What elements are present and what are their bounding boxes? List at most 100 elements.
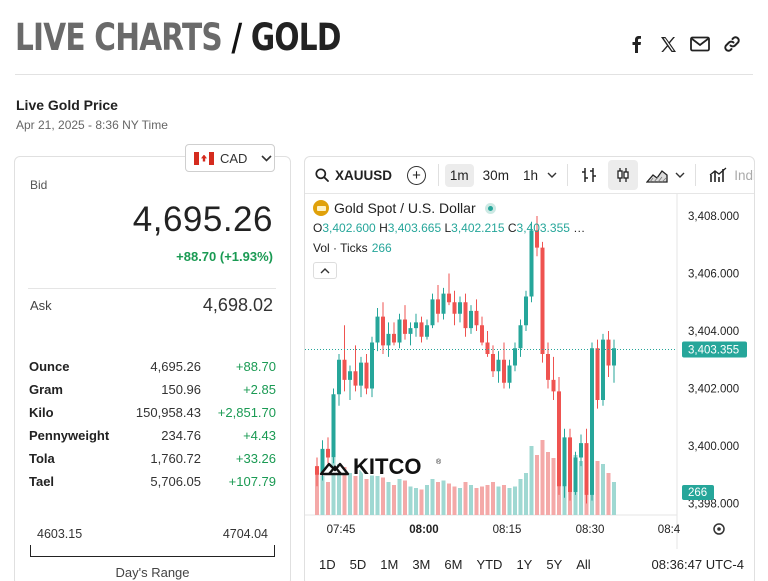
range-6m-button[interactable]: 6M (444, 556, 463, 572)
search-icon (315, 168, 329, 182)
bid-change: +88.70 (+1.93%) (176, 249, 273, 264)
unit-row-tael: Tael 5,706.05 +107.79 (29, 470, 276, 493)
volume-label: Vol · Ticks (313, 241, 368, 255)
chart-widget: XAUUSD + 1m 30m 1h Indi (304, 156, 755, 581)
registered-mark: ® (436, 458, 442, 466)
page-title-separator: / (221, 16, 251, 59)
volume-bar (518, 479, 523, 515)
unit-name: Tael (29, 474, 55, 489)
chart-toolbar: XAUUSD + 1m 30m 1h Indi (305, 157, 755, 193)
header-divider (15, 74, 753, 75)
unit-name: Tola (29, 451, 55, 466)
volume-bar (414, 488, 418, 515)
unit-row-kilo: Kilo 150,958.43 +2,851.70 (29, 401, 276, 424)
x-icon[interactable] (658, 34, 678, 54)
volume-bar (331, 458, 336, 515)
unit-name: Kilo (29, 405, 54, 420)
candle-body (568, 437, 572, 492)
candle-body (375, 316, 380, 343)
unit-value: 5,706.05 (150, 474, 201, 489)
indicators-label[interactable]: Indi (734, 167, 755, 183)
range-ytd-button[interactable]: YTD (476, 556, 503, 572)
unit-row-gram: Gram 150.96 +2.85 (29, 378, 276, 401)
range-1d-button[interactable]: 1D (319, 556, 336, 572)
price-tick-label: 3,402.000 (688, 384, 739, 396)
volume-bar (507, 488, 512, 515)
currency-value: CAD (220, 150, 248, 166)
volume-bar (447, 483, 451, 515)
range-5d-button[interactable]: 5D (349, 556, 367, 572)
price-axis: 3,408.000 3,406.000 3,404.000 3,402.000 3,40… (688, 211, 739, 511)
chevron-down-icon[interactable] (675, 172, 685, 178)
unit-name: Pennyweight (29, 428, 110, 443)
range-5y-button[interactable]: 5Y (546, 556, 563, 572)
candle-body (447, 293, 451, 303)
collapse-legend-button[interactable] (313, 262, 337, 279)
candle-body (419, 322, 424, 337)
volume-bar (546, 452, 550, 515)
unit-name: Gram (29, 382, 63, 397)
range-1m-button[interactable]: 1M (380, 556, 399, 572)
days-range-label: Day's Range (115, 565, 190, 580)
indicators-icon[interactable] (704, 160, 734, 190)
candle-body (331, 394, 336, 458)
unit-row-ounce: Ounce 4,695.26 +88.70 (29, 355, 276, 378)
candle-body (573, 457, 578, 492)
volume-bar (403, 480, 407, 515)
mail-icon[interactable] (690, 34, 710, 54)
volume-bar (342, 467, 347, 515)
candlestick-chart[interactable]: 3,408.000 3,406.000 3,404.000 3,402.000 3,40… (305, 193, 755, 549)
candle-body (463, 302, 468, 329)
volume-bar (370, 473, 374, 515)
unit-value: 1,760.72 (150, 451, 201, 466)
interval-1h-button[interactable]: 1h (522, 167, 538, 183)
candle-body (364, 362, 369, 389)
volume-bar (606, 473, 611, 515)
range-3m-button[interactable]: 3M (412, 556, 431, 572)
candle-body (584, 443, 589, 495)
ask-label: Ask (30, 298, 52, 313)
unit-change: +4.43 (243, 428, 276, 443)
candle-body (320, 448, 325, 475)
volume-bar (458, 488, 462, 515)
compare-symbol-icon[interactable]: + (407, 165, 426, 185)
volume-bar (353, 476, 358, 515)
candle-body (491, 354, 495, 372)
link-icon[interactable] (722, 34, 742, 54)
symbol-label: XAUUSD (335, 167, 393, 183)
candle-style-icon[interactable] (607, 160, 638, 190)
candle-body (540, 247, 545, 354)
candle-body (513, 348, 517, 366)
settings-gear-icon[interactable] (713, 523, 725, 535)
facebook-icon[interactable] (626, 34, 646, 54)
candle-body (430, 299, 435, 326)
currency-select[interactable]: CAD (185, 144, 275, 172)
volume-bar (485, 485, 490, 515)
instrument-name: Gold Spot / U.S. Dollar (334, 200, 476, 216)
market-open-dot-icon (484, 202, 496, 214)
range-selector: 1D 5D 1M 3M 6M YTD 1Y 5Y All 08:36:47 UT… (305, 549, 754, 579)
unit-change: +2.85 (243, 382, 276, 397)
range-all-button[interactable]: All (576, 556, 591, 572)
bar-style-icon[interactable] (574, 160, 604, 190)
candle-body (414, 322, 418, 329)
area-style-icon[interactable] (642, 160, 672, 190)
volume-bar (529, 446, 534, 515)
candle-body (496, 359, 501, 372)
candle-body (579, 443, 583, 458)
interval-1m-button[interactable]: 1m (444, 163, 474, 187)
candle-body (606, 339, 611, 366)
last-volume-badge (682, 485, 714, 500)
volume-bar (496, 486, 501, 515)
section-title: Live Gold Price (16, 97, 118, 113)
ohlc-values: O3,402.600 H3,403.665 L3,402.215 C3,403.… (313, 221, 586, 235)
open-value: 3,402.600 (322, 221, 376, 235)
page-title: LIVE CHARTS / GOLD (15, 16, 341, 59)
chevron-down-icon[interactable] (547, 172, 557, 178)
volume-bar (430, 479, 435, 515)
candle-body (562, 437, 567, 487)
range-1y-button[interactable]: 1Y (516, 556, 533, 572)
symbol-search[interactable]: XAUUSD (315, 168, 392, 183)
interval-30m-button[interactable]: 30m (482, 167, 509, 183)
volume-bar (425, 485, 429, 515)
